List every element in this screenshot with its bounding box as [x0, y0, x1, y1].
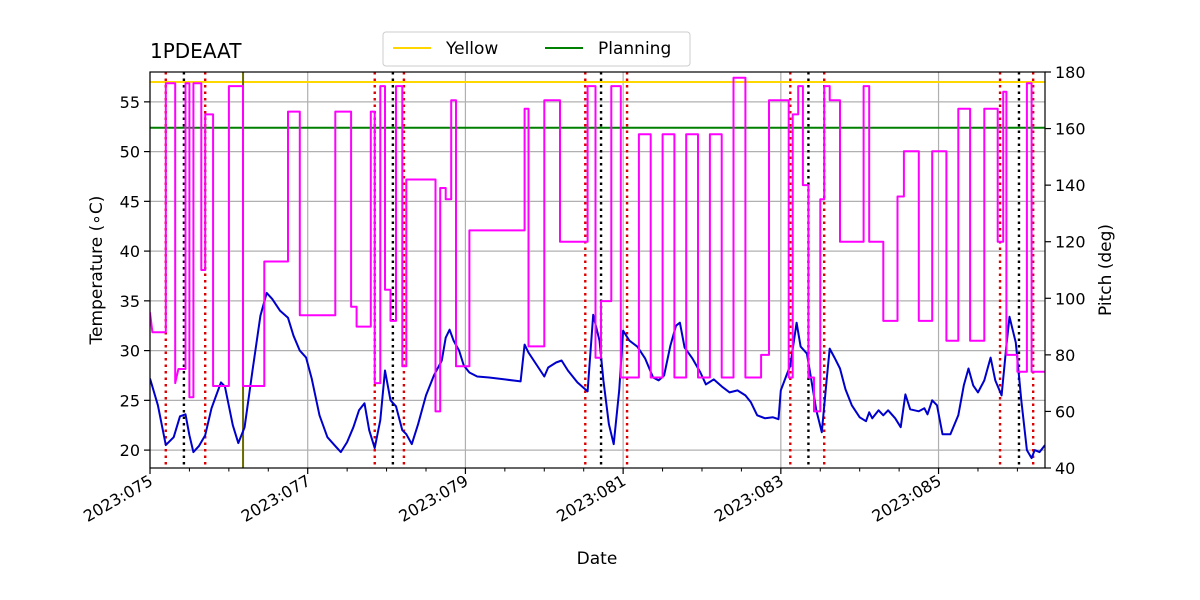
right-y-tick-label: 100 [1055, 289, 1086, 308]
data-series [150, 76, 1045, 460]
legend-planning-label: Planning [598, 39, 671, 59]
temperature-series-line [150, 291, 1045, 460]
right-y-tick-label: 140 [1055, 176, 1086, 195]
right-y-tick-label: 180 [1055, 63, 1086, 82]
left-y-tick-label: 30 [120, 342, 140, 361]
left-y-tick-label: 40 [120, 242, 140, 261]
right-y-tick-label: 120 [1055, 233, 1086, 252]
left-y-tick-label: 25 [120, 391, 140, 410]
right-y-axis-title: Pitch (deg) [1096, 224, 1116, 316]
x-axis-title: Date [577, 549, 618, 569]
left-y-tick-label: 50 [120, 143, 140, 162]
left-y-tick-label: 20 [120, 441, 140, 460]
pitch-series-line [150, 76, 1045, 413]
legend-frame [382, 31, 691, 67]
plot-area-frame [149, 71, 1046, 469]
right-y-tick-label: 160 [1055, 120, 1086, 139]
legend: Yellow Planning [382, 31, 691, 67]
right-y-tick-label: 40 [1055, 459, 1075, 478]
left-y-axis-title: Temperature (∘C) [87, 196, 107, 346]
legend-yellow-label: Yellow [445, 39, 498, 59]
right-y-tick-label: 60 [1055, 402, 1075, 421]
chart-title: 1PDEAAT [150, 39, 242, 63]
right-y-axis: 40 60 80 100 120 140 160 180 [1045, 63, 1086, 478]
left-y-tick-label: 35 [120, 292, 140, 311]
left-y-axis: 20 25 30 35 40 45 50 55 [120, 93, 150, 460]
left-y-tick-label: 45 [120, 192, 140, 211]
right-y-tick-label: 80 [1055, 346, 1075, 365]
left-y-tick-label: 55 [120, 93, 140, 112]
